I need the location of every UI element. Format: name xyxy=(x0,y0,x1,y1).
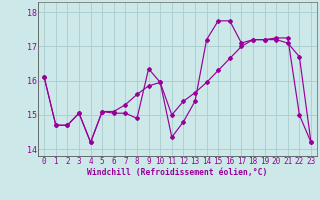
X-axis label: Windchill (Refroidissement éolien,°C): Windchill (Refroidissement éolien,°C) xyxy=(87,168,268,177)
